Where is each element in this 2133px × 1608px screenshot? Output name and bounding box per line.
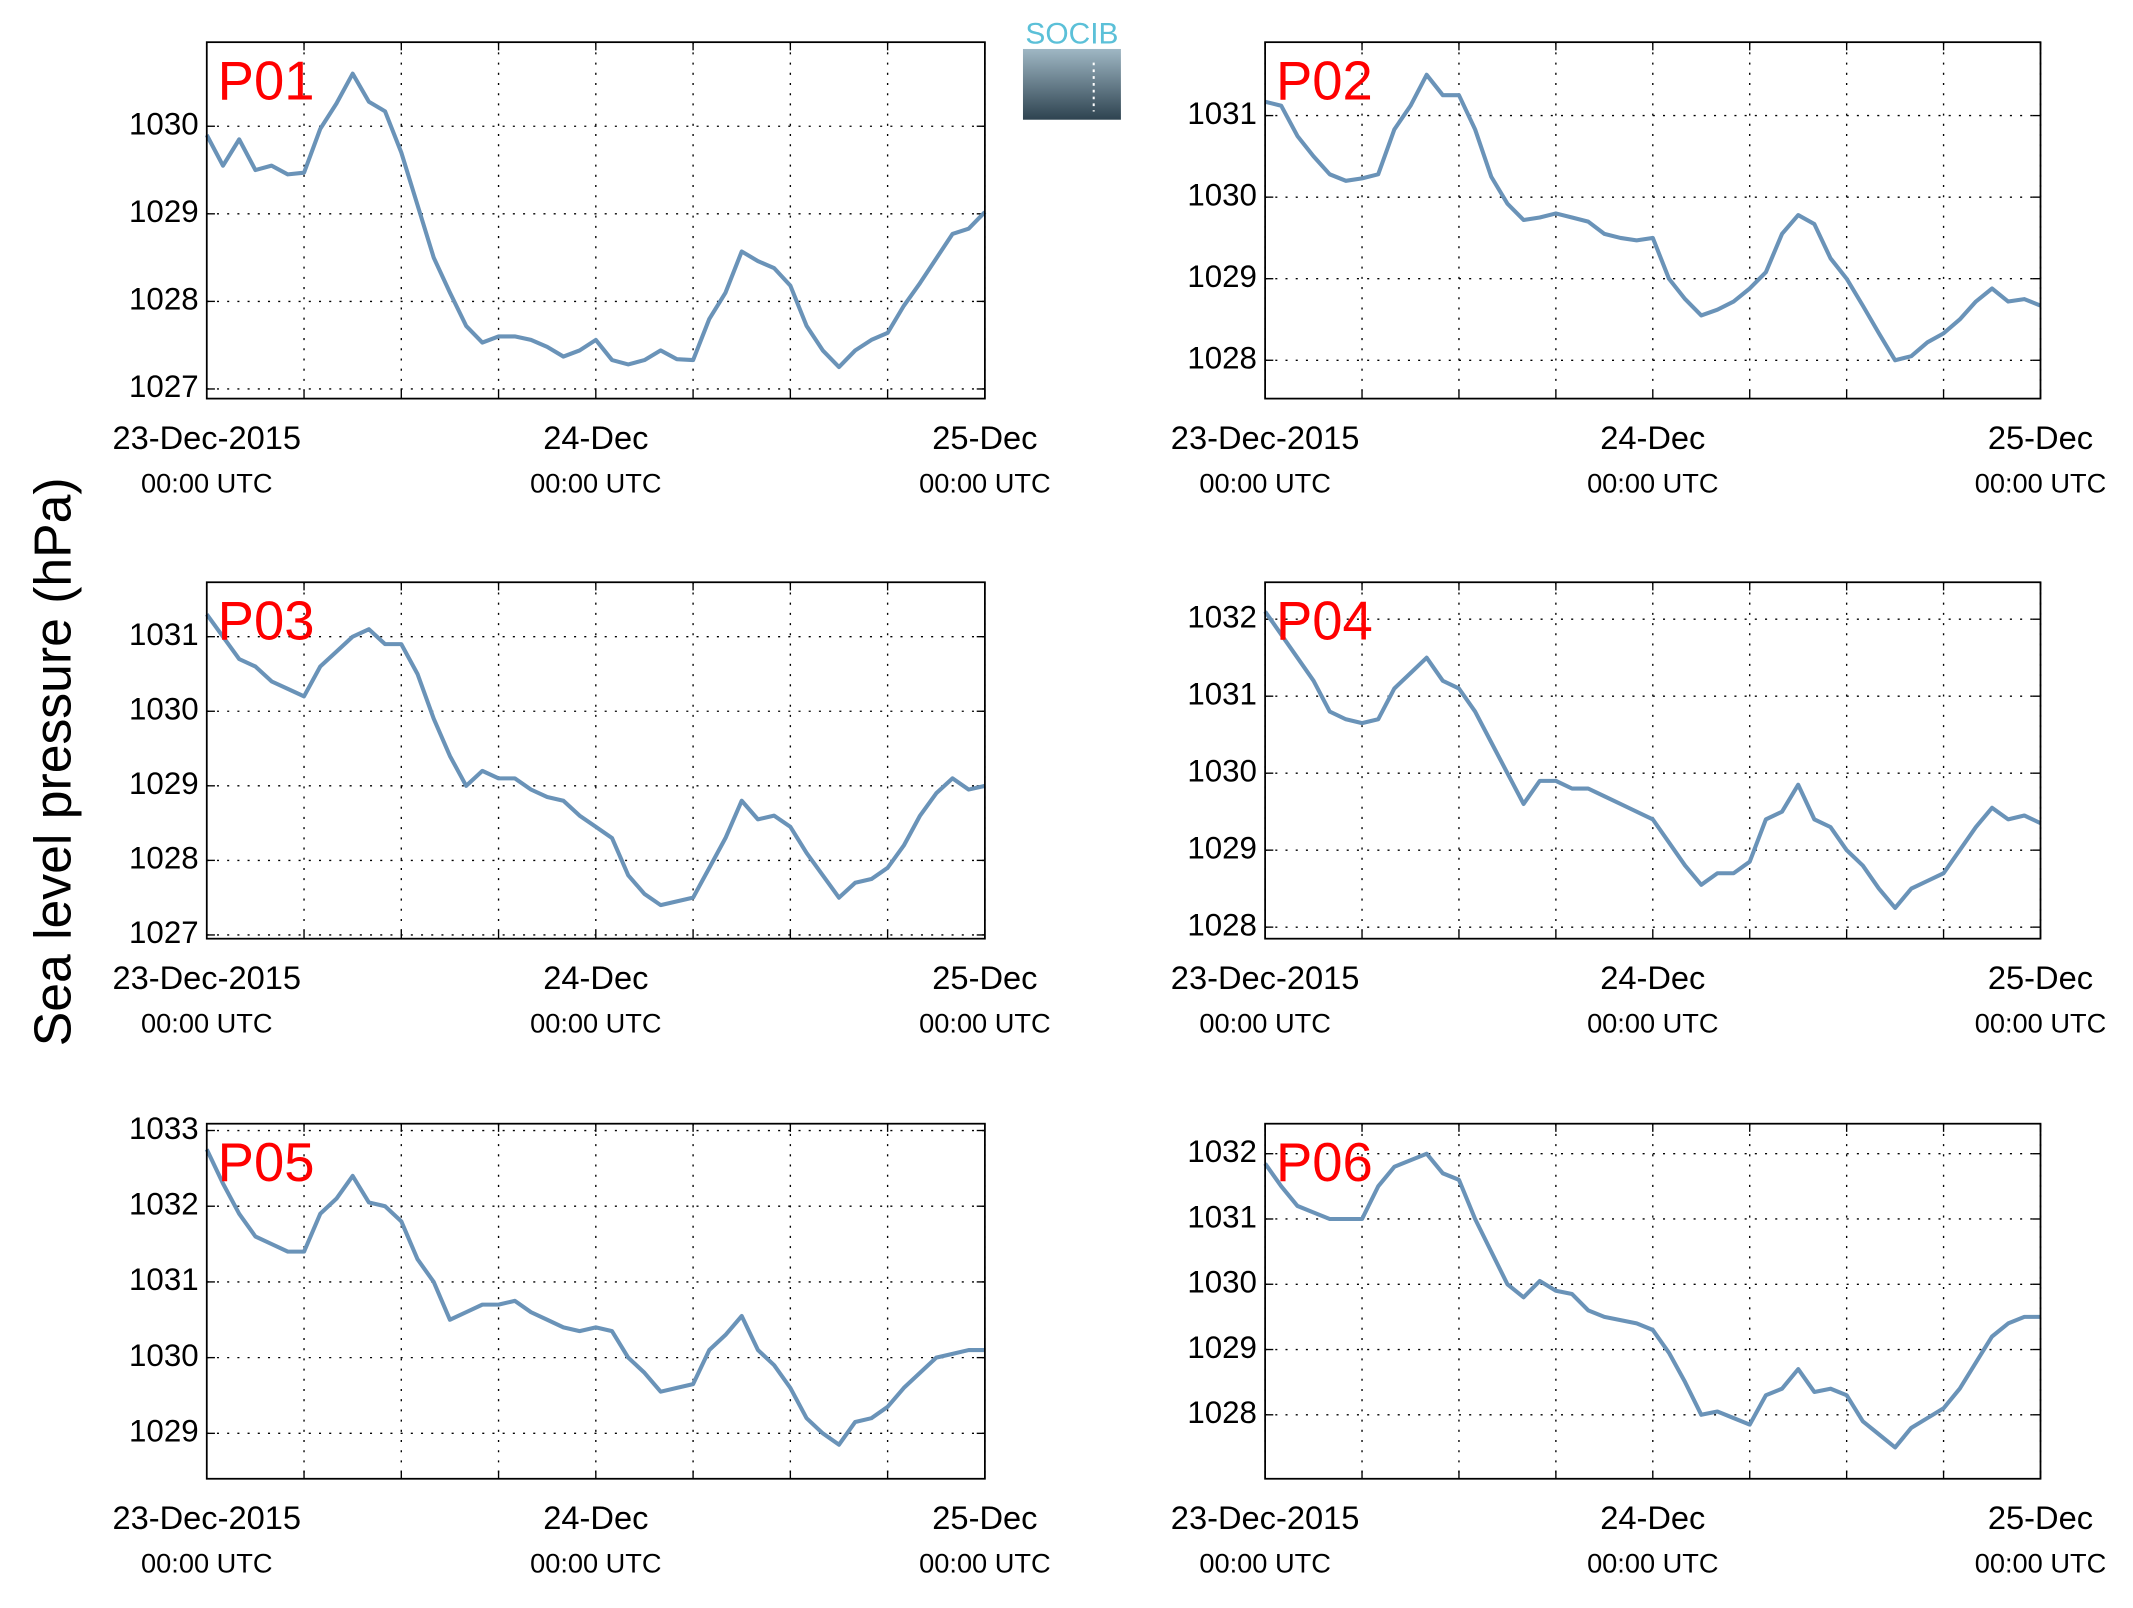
plot-frame bbox=[205, 41, 986, 400]
x-tick-sublabel: 00:00 UTC bbox=[1199, 467, 1330, 498]
data-line bbox=[1263, 1151, 2041, 1450]
panel-title: P02 bbox=[1276, 50, 1373, 111]
y-tick-label: 1031 bbox=[129, 617, 199, 652]
x-tick-label: 25-Dec bbox=[1988, 1499, 2093, 1536]
y-tick-label: 1028 bbox=[129, 282, 199, 317]
y-axis-label: Sea level pressure (hPa) bbox=[24, 477, 82, 1046]
x-tick-label: 24-Dec bbox=[1600, 959, 1705, 996]
x-tick-sublabel: 00:00 UTC bbox=[1199, 1548, 1330, 1579]
y-tick-label: 1031 bbox=[1187, 96, 1257, 131]
y-tick-label: 1030 bbox=[1187, 177, 1257, 212]
plot-frame bbox=[1264, 581, 2042, 940]
y-tick-label: 1027 bbox=[129, 915, 199, 950]
x-tick-label: 24-Dec bbox=[543, 959, 648, 996]
x-tick-sublabel: 00:00 UTC bbox=[919, 1008, 1050, 1039]
y-tick-label: 1032 bbox=[1187, 1134, 1257, 1169]
x-tick-sublabel: 00:00 UTC bbox=[919, 1548, 1050, 1579]
panel: 1027 1028 1029 1030 1031 23-Dec-2015 00:00 UTC… bbox=[112, 581, 1051, 1039]
y-tick-label: 1028 bbox=[1187, 341, 1257, 376]
y-tick-label: 1031 bbox=[1187, 676, 1257, 711]
plot-area bbox=[1265, 582, 2041, 939]
plot-frame bbox=[1264, 41, 2042, 400]
x-tick-label: 24-Dec bbox=[1600, 419, 1705, 456]
plot-area bbox=[206, 42, 985, 399]
x-tick-label: 24-Dec bbox=[543, 419, 648, 456]
y-tick-label: 1029 bbox=[129, 1414, 199, 1449]
data-line bbox=[204, 1148, 985, 1447]
x-tick-label: 23-Dec-2015 bbox=[1171, 419, 1360, 456]
y-tick-label: 1029 bbox=[1187, 1330, 1257, 1365]
x-tick-label: 23-Dec-2015 bbox=[112, 959, 301, 996]
logo-text: SOCIB bbox=[1025, 18, 1118, 51]
plot-frame bbox=[1264, 1122, 2042, 1480]
panel-title: P05 bbox=[218, 1132, 315, 1193]
y-tick-label: 1029 bbox=[1187, 259, 1257, 294]
x-tick-label: 23-Dec-2015 bbox=[1171, 959, 1360, 996]
panel: 1028 1029 1030 1031 1032 23-Dec-2015 00:00 UTC… bbox=[1171, 581, 2106, 1039]
x-tick-label: 25-Dec bbox=[1988, 959, 2093, 996]
y-tick-label: 1031 bbox=[129, 1262, 199, 1297]
y-tick-label: 1028 bbox=[129, 841, 199, 876]
x-tick-label: 24-Dec bbox=[543, 1499, 648, 1536]
x-tick-label: 24-Dec bbox=[1600, 1499, 1705, 1536]
x-tick-sublabel: 00:00 UTC bbox=[1587, 1008, 1718, 1039]
panel: 1028 1029 1030 1031 23-Dec-2015 00:00 UTC 24-D… bbox=[1171, 41, 2106, 498]
y-tick-label: 1030 bbox=[1187, 753, 1257, 788]
panel-title: P03 bbox=[218, 590, 315, 651]
x-tick-label: 23-Dec-2015 bbox=[1171, 1499, 1360, 1536]
y-tick-label: 1030 bbox=[129, 692, 199, 727]
y-tick-label: 1030 bbox=[1187, 1265, 1257, 1300]
plot-area bbox=[206, 1123, 985, 1479]
x-tick-sublabel: 00:00 UTC bbox=[1199, 1008, 1330, 1039]
panel: 1029 1030 1031 1032 1033 23-Dec-2015 00:00 UTC… bbox=[112, 1111, 1050, 1579]
x-tick-sublabel: 00:00 UTC bbox=[919, 467, 1050, 498]
y-tick-label: 1029 bbox=[129, 194, 199, 229]
x-tick-sublabel: 00:00 UTC bbox=[530, 467, 661, 498]
panel-title: P01 bbox=[218, 50, 315, 111]
panel: 1028 1029 1030 1031 1032 23-Dec-2015 00:00 UTC… bbox=[1171, 1122, 2106, 1579]
x-tick-sublabel: 00:00 UTC bbox=[1975, 467, 2106, 498]
plot-area bbox=[206, 582, 985, 939]
plot-area bbox=[1265, 1123, 2041, 1479]
x-tick-label: 25-Dec bbox=[932, 959, 1037, 996]
x-tick-sublabel: 00:00 UTC bbox=[141, 1008, 272, 1039]
x-tick-sublabel: 00:00 UTC bbox=[530, 1548, 661, 1579]
x-tick-sublabel: 00:00 UTC bbox=[141, 1548, 272, 1579]
y-tick-label: 1028 bbox=[1187, 1395, 1257, 1430]
x-tick-sublabel: 00:00 UTC bbox=[141, 467, 272, 498]
data-line bbox=[204, 71, 987, 370]
y-tick-label: 1027 bbox=[129, 369, 199, 404]
data-line bbox=[205, 613, 986, 908]
panel: 1027 1028 1029 1030 23-Dec-2015 00:00 UTC 24-D… bbox=[112, 41, 1051, 498]
y-tick-label: 1033 bbox=[129, 1111, 199, 1146]
x-tick-label: 25-Dec bbox=[932, 419, 1037, 456]
x-tick-sublabel: 00:00 UTC bbox=[1587, 467, 1718, 498]
y-tick-label: 1030 bbox=[129, 107, 199, 142]
y-tick-label: 1032 bbox=[1187, 599, 1257, 634]
logo-block bbox=[1022, 48, 1121, 120]
x-tick-label: 25-Dec bbox=[1988, 419, 2093, 456]
y-tick-label: 1032 bbox=[129, 1186, 199, 1221]
panel-title: P04 bbox=[1276, 590, 1373, 651]
plot-frame bbox=[205, 1122, 986, 1480]
x-tick-label: 25-Dec bbox=[932, 1499, 1037, 1536]
x-tick-sublabel: 00:00 UTC bbox=[1587, 1548, 1718, 1579]
y-tick-label: 1029 bbox=[1187, 830, 1257, 865]
x-tick-sublabel: 00:00 UTC bbox=[530, 1008, 661, 1039]
y-tick-label: 1030 bbox=[129, 1338, 199, 1373]
data-line bbox=[1263, 610, 2042, 910]
y-tick-label: 1029 bbox=[129, 766, 199, 801]
panel-title: P06 bbox=[1276, 1132, 1373, 1193]
y-tick-label: 1031 bbox=[1187, 1199, 1257, 1234]
x-tick-label: 23-Dec-2015 bbox=[112, 419, 301, 456]
x-tick-sublabel: 00:00 UTC bbox=[1975, 1548, 2106, 1579]
logo: SOCIB bbox=[1022, 18, 1121, 120]
plot-frame bbox=[205, 581, 986, 940]
y-tick-label: 1028 bbox=[1187, 907, 1257, 942]
data-line bbox=[1264, 72, 2042, 363]
x-tick-sublabel: 00:00 UTC bbox=[1975, 1008, 2106, 1039]
x-tick-label: 23-Dec-2015 bbox=[112, 1499, 301, 1536]
